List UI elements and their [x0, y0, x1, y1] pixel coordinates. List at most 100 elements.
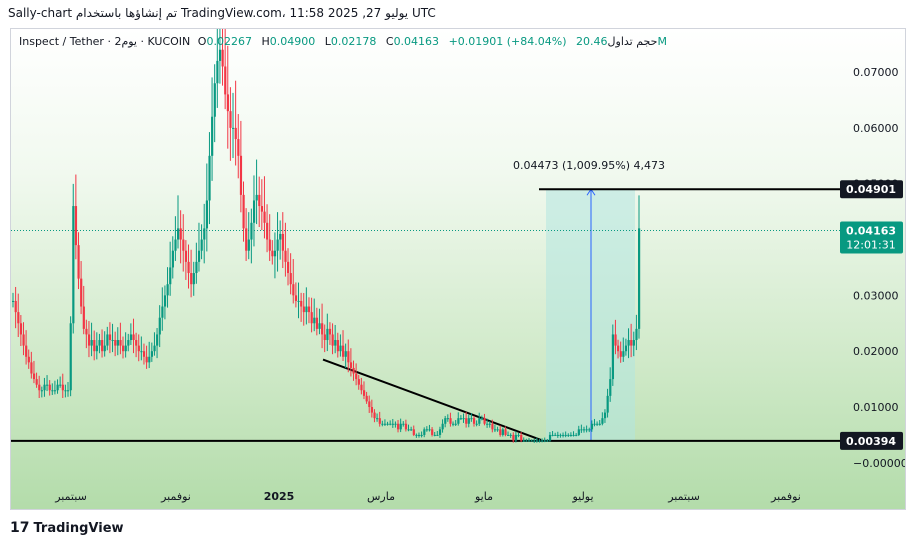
brand[interactable]: 17 TradingView [10, 520, 124, 536]
candle-body [30, 362, 33, 374]
low-value: 0.02178 [330, 35, 377, 48]
x-tick-label: نوفمبر [770, 490, 801, 503]
candle-body [234, 127, 237, 140]
candle-body [22, 334, 25, 346]
candle-body [588, 429, 591, 431]
candle-body [169, 267, 172, 285]
candle-body [415, 434, 418, 436]
candle-body [142, 351, 146, 357]
candle-body [161, 306, 164, 318]
candle-body [148, 356, 151, 363]
candle-body [593, 423, 596, 425]
candle-body [281, 233, 284, 251]
candle-body [260, 206, 264, 212]
candle-body [572, 434, 575, 436]
chart-area[interactable]: 0.070000.060000.050000.040000.030000.020… [10, 28, 906, 510]
close-label: C [385, 35, 394, 48]
lower-line-price-label: 0.00394 [846, 435, 896, 448]
candle-body [378, 418, 381, 424]
page-title: Sally-chart تم إنشاؤها باستخدام TradingV… [8, 6, 436, 20]
candle-body [546, 440, 549, 442]
candle-body [622, 351, 625, 357]
candle-body [17, 312, 20, 324]
current-price-label: 0.04163 [846, 224, 896, 237]
candle-body [111, 340, 114, 342]
candle-body [499, 429, 502, 435]
candle-body [504, 429, 507, 435]
candle-body [394, 423, 397, 425]
candle-body [255, 194, 258, 201]
candle-body [19, 323, 23, 335]
candle-body [300, 300, 303, 307]
candle-body [520, 434, 523, 441]
candle-body [617, 345, 620, 352]
candle-body [564, 434, 567, 436]
candle-body [368, 401, 371, 408]
candle-body [611, 334, 615, 380]
candle-body [428, 429, 431, 431]
candle-body [527, 440, 531, 442]
candle-body [98, 340, 101, 346]
candle-body [271, 250, 274, 257]
candle-body [541, 440, 544, 442]
candle-body [224, 66, 227, 95]
candle-body [459, 418, 463, 420]
lower-line-price-label-bg [840, 431, 903, 450]
symbol-name[interactable]: Inspect / Tether · 2يوم · KUCOIN [19, 35, 191, 48]
upper-line-price-label: 0.04901 [846, 183, 896, 196]
candle-body [137, 345, 140, 352]
candle-body [187, 261, 190, 274]
candle-body [457, 418, 460, 424]
candle-body [14, 300, 17, 313]
candle-body [514, 434, 518, 441]
candle-body [478, 418, 481, 424]
candle-body [242, 194, 245, 229]
candle-body [328, 328, 332, 335]
candle-body [342, 345, 345, 357]
price-chart[interactable]: 0.070000.060000.050000.040000.030000.020… [11, 29, 906, 510]
candle-body [326, 328, 329, 341]
candle-body [150, 351, 154, 357]
candle-body [627, 340, 630, 346]
candle-body [431, 429, 434, 435]
candle-body [38, 384, 41, 391]
countdown-label: 12:01:31 [846, 238, 895, 251]
open-label: O [197, 35, 207, 48]
candle-body [397, 423, 400, 430]
candle-body [567, 434, 570, 436]
candle-body [548, 434, 552, 441]
candle-body [145, 356, 148, 363]
candle-body [132, 334, 135, 341]
ohlc-legend: Inspect / Tether · 2يوم · KUCOIN O0.0226… [19, 35, 667, 48]
candle-body [577, 429, 580, 435]
candle-body [339, 345, 342, 352]
candle-body [245, 228, 248, 251]
candle-body [425, 429, 429, 431]
candle-body [512, 434, 515, 441]
candle-body [580, 429, 583, 431]
candle-body [239, 155, 243, 195]
candle-body [609, 379, 612, 396]
candle-body [355, 373, 358, 380]
candle-body [208, 155, 211, 201]
x-tick-label: نوفمبر [160, 490, 191, 503]
candle-body [192, 273, 195, 285]
candle-body [158, 317, 161, 335]
tradingview-logo-icon: 17 [10, 520, 30, 536]
candle-body [53, 390, 57, 392]
candle-body [284, 250, 287, 262]
candle-body [69, 323, 72, 391]
candle-body [12, 300, 15, 302]
candle-body [106, 334, 109, 346]
candle-body [582, 429, 586, 431]
candle-body [221, 49, 224, 67]
candle-body [200, 239, 203, 251]
candle-body [590, 423, 594, 430]
candle-body [163, 295, 167, 307]
candle-body [140, 351, 143, 353]
candle-body [93, 340, 96, 352]
candle-body [101, 340, 104, 352]
candle-body [226, 94, 229, 112]
candle-body [370, 407, 374, 413]
candle-body [575, 434, 578, 436]
